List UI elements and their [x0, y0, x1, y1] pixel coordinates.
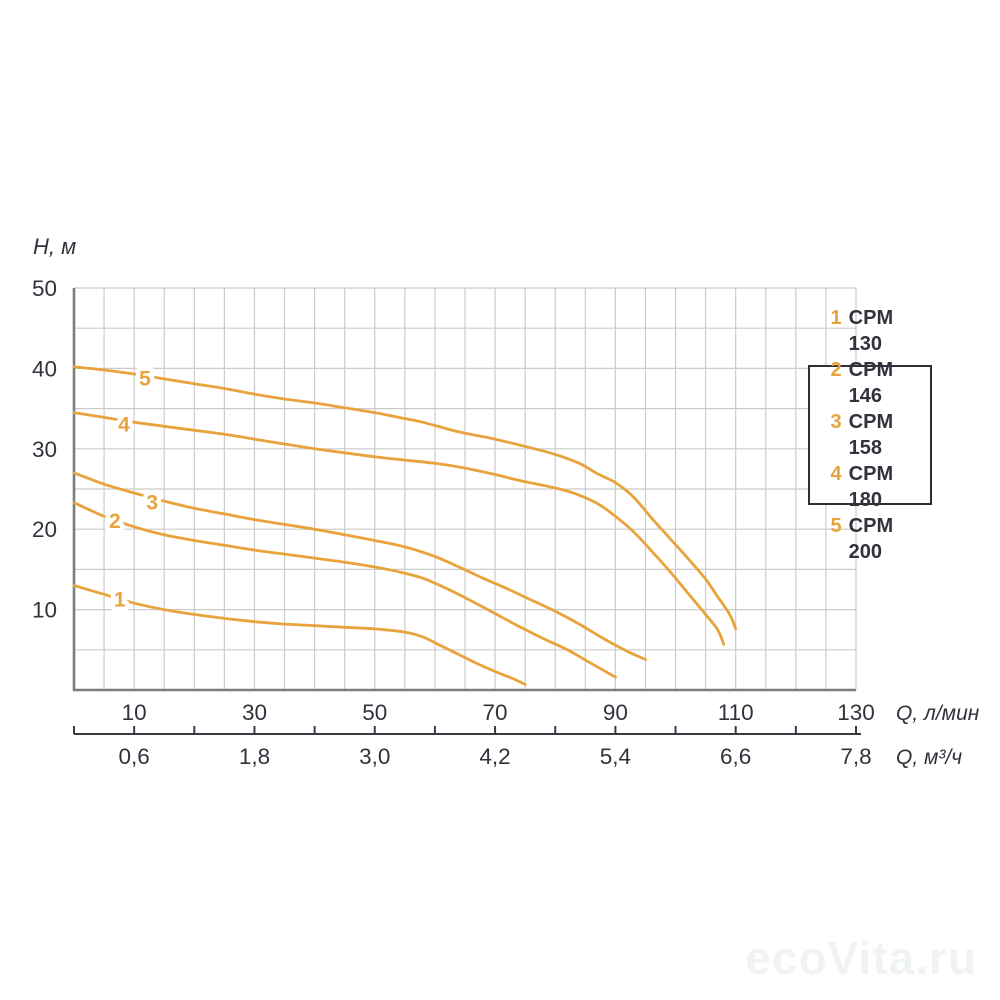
x-tick-label-lmin: 10 [122, 700, 147, 725]
curve-number-label: 5 [139, 368, 151, 391]
x-tick-label-m3h: 1,8 [239, 744, 270, 769]
legend-item-number: 1 [830, 307, 842, 329]
x-tick-label-lmin: 70 [483, 700, 508, 725]
curve-cpm-130 [72, 584, 527, 686]
curve-number-label: 2 [109, 510, 121, 533]
axes [72, 288, 861, 735]
watermark: ecoVita.ru [745, 932, 977, 984]
legend-item-number: 3 [830, 411, 842, 433]
x-tick-label-m3h: 0,6 [119, 744, 150, 769]
y-tick-label: 10 [32, 598, 57, 623]
grid [73, 287, 857, 691]
y-axis-title: H, м [33, 234, 76, 259]
legend-item-label: CPM 180 [848, 463, 894, 511]
legend: 1 CPM 130 2 CPM 146 3 CPM 158 4 CPM 180 5 CPM 200 [808, 307, 932, 563]
y-tick-label: 20 [32, 517, 57, 542]
curve-cpm-158 [72, 471, 647, 661]
tick-labels: 50 40 30 20 10 10 30 50 70 90 110 130 0,6 1,8 3,0 4,2 5,… [32, 276, 875, 769]
legend-item-label: CPM 130 [848, 307, 894, 355]
legend-item-label: CPM 158 [848, 411, 894, 459]
y-tick-label: 40 [32, 356, 57, 381]
x-tick-label-m3h: 3,0 [359, 744, 390, 769]
x-tick-label-lmin: 90 [603, 700, 628, 725]
curves [72, 365, 738, 686]
curve-number-label: 3 [146, 491, 158, 514]
curve-number-label: 1 [114, 589, 126, 612]
legend-item: 5 CPM 200 [828, 513, 930, 565]
curve-cpm-200 [72, 365, 738, 631]
legend-item-number: 4 [830, 463, 842, 485]
x-axis-title-lmin: Q, л/мин [896, 702, 980, 725]
curve-number-label: 4 [118, 413, 130, 436]
curve-cpm-146 [72, 501, 617, 679]
legend-item-label: CPM 146 [848, 359, 894, 407]
y-tick-label: 50 [32, 276, 57, 301]
legend-item: 1 CPM 130 [828, 305, 930, 357]
x-tick-label-m3h: 5,4 [600, 744, 631, 769]
y-tick-label: 30 [32, 437, 57, 462]
x-tick-label-m3h: 6,6 [720, 744, 751, 769]
x-tick-label-lmin: 50 [362, 700, 387, 725]
curve-labels: 1 2 3 45 [105, 363, 163, 616]
legend-item-number: 5 [830, 515, 842, 537]
legend-item: 4 CPM 180 [828, 461, 930, 513]
legend-item: 3 CPM 158 [828, 409, 930, 461]
x-tick-label-lmin: 30 [242, 700, 267, 725]
x-tick-label-m3h: 7,8 [840, 744, 871, 769]
x-axis-title-m3h: Q, м³/ч [896, 746, 962, 769]
legend-item-number: 2 [830, 359, 842, 381]
x-tick-label-m3h: 4,2 [479, 744, 510, 769]
legend-item-label: CPM 200 [848, 515, 894, 563]
legend-item: 2 CPM 146 [828, 357, 930, 409]
curve-cpm-180 [72, 411, 726, 646]
x-tick-label-lmin: 110 [718, 700, 754, 725]
x-tick-label-lmin: 130 [837, 700, 875, 725]
